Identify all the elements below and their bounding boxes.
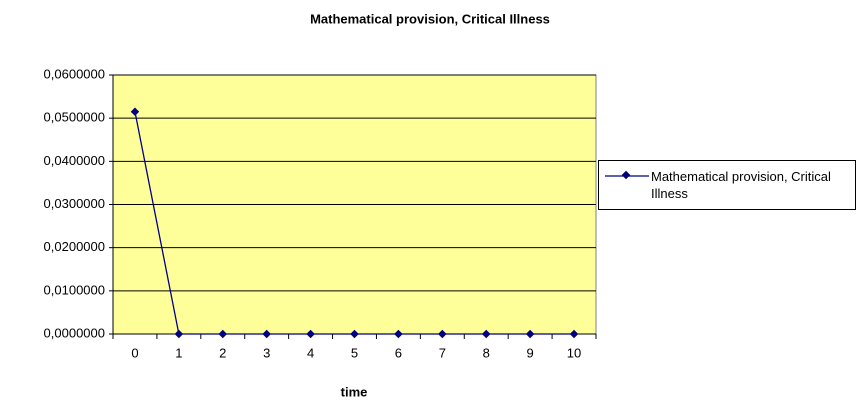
data-point bbox=[218, 329, 228, 339]
x-tick-label: 6 bbox=[395, 345, 402, 360]
data-point bbox=[262, 329, 271, 339]
x-tick-label: 3 bbox=[263, 345, 270, 360]
x-tick-label: 4 bbox=[307, 345, 314, 360]
y-tick-label: 0,0400000 bbox=[44, 153, 105, 168]
legend: Mathematical provision, Critical Illness bbox=[598, 160, 856, 210]
y-tick-label: 0,0000000 bbox=[44, 325, 105, 340]
legend-symbol bbox=[605, 170, 649, 180]
x-tick-label: 0 bbox=[131, 345, 138, 360]
chart-title: Mathematical provision, Critical Illness bbox=[310, 11, 550, 26]
data-point bbox=[130, 107, 140, 116]
data-point bbox=[394, 329, 403, 339]
x-tick-label: 9 bbox=[527, 345, 534, 360]
data-point bbox=[569, 329, 579, 339]
x-tick-label: 10 bbox=[567, 345, 581, 360]
x-tick-label: 7 bbox=[439, 345, 446, 360]
y-tick-label: 0,0100000 bbox=[44, 282, 105, 297]
x-axis-label: time bbox=[341, 384, 368, 399]
x-tick-label: 2 bbox=[219, 345, 226, 360]
legend-marker bbox=[621, 170, 631, 180]
data-point bbox=[438, 329, 447, 339]
data-point bbox=[174, 329, 184, 339]
y-tick-label: 0,0200000 bbox=[44, 239, 105, 254]
data-point bbox=[525, 329, 535, 339]
data-point bbox=[350, 329, 359, 339]
legend-label: Mathematical provision, Critical Illness bbox=[651, 169, 831, 201]
y-tick-label: 0,0600000 bbox=[44, 66, 105, 81]
x-tick-label: 8 bbox=[483, 345, 490, 360]
y-tick-label: 0,0500000 bbox=[44, 110, 105, 125]
y-tick-label: 0,0300000 bbox=[44, 196, 105, 211]
x-tick-label: 1 bbox=[175, 345, 182, 360]
x-tick-label: 5 bbox=[351, 345, 358, 360]
data-point bbox=[481, 329, 491, 339]
data-point bbox=[306, 329, 315, 339]
